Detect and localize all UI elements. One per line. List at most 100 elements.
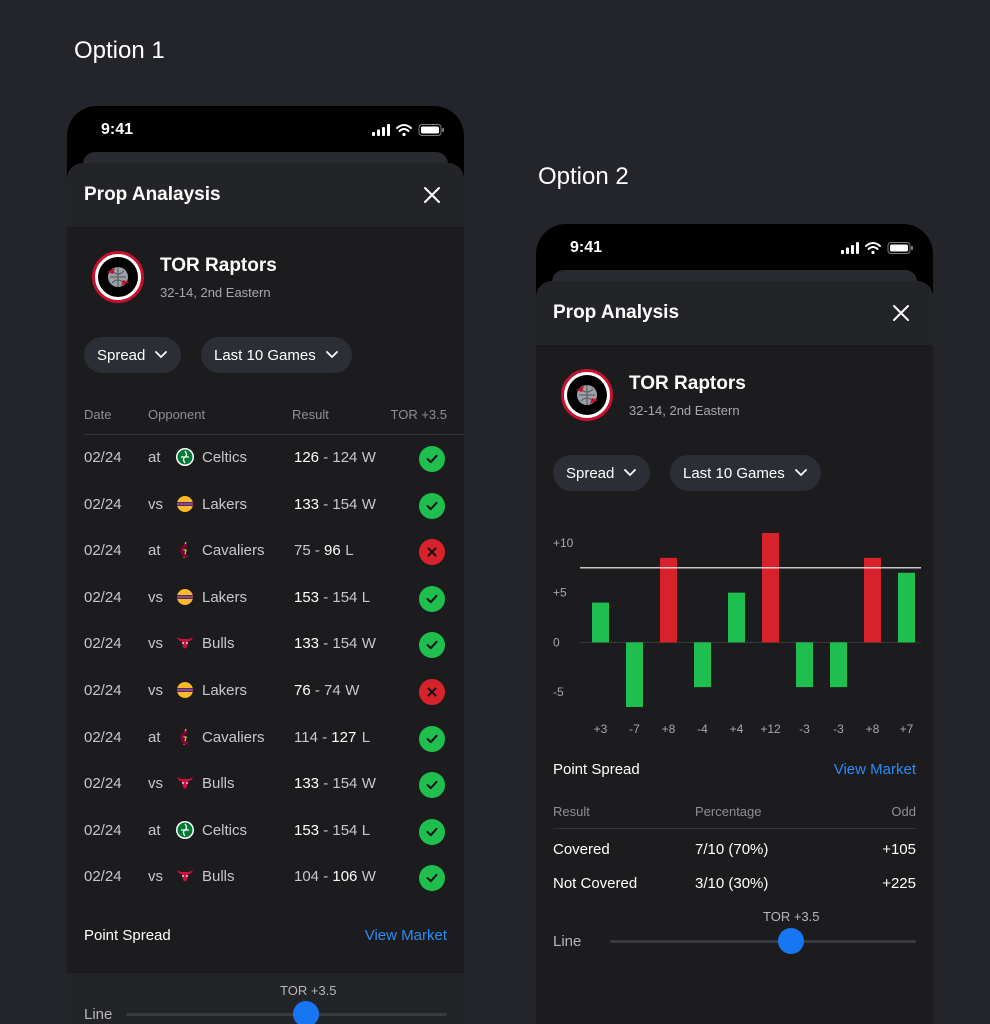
raptors-logo-icon (561, 369, 613, 421)
chart-bar (660, 557, 677, 643)
game-score: 75 - 96 (294, 542, 341, 560)
y-tick-label: -5 (553, 685, 564, 699)
market-dropdown[interactable]: Spread (553, 455, 651, 491)
game-result: L (361, 588, 371, 606)
prop-analysis-sheet: Prop Analysis TOR Raptors 32-14, 2nd Eas… (536, 281, 933, 1024)
score-team: 75 (294, 542, 311, 560)
game-result: L (345, 542, 354, 560)
game-score: 114 - 127 (294, 728, 357, 746)
market-dropdown[interactable]: Spread (84, 337, 182, 373)
results-list: Covered 7/10 (70%) +105 Not Covered 3/10 (30… (536, 829, 933, 901)
x-tick-label: -4 (697, 722, 708, 736)
score-opponent: 96 (324, 542, 341, 560)
game-score: 76 - 74 (294, 681, 341, 699)
result-percentage: 7/10 (70%) (695, 841, 769, 858)
opponent-name: Bulls (202, 775, 235, 793)
game-location: at (148, 542, 161, 560)
line-label: Line (553, 933, 582, 950)
game-location: at (148, 728, 161, 746)
option-2-title: Option 2 (538, 163, 629, 190)
opponent-name: Bulls (202, 868, 235, 886)
view-market-link[interactable]: View Market (364, 926, 447, 944)
score-team: 133 (294, 495, 320, 513)
bulls-logo-icon (175, 773, 195, 793)
game-score: 104 - 106 (294, 868, 358, 886)
score-opponent: 154 (332, 495, 358, 513)
chart-bar (728, 592, 745, 643)
score-team: 153 (294, 588, 320, 606)
header-odd: Odd (891, 804, 916, 819)
game-location: vs (148, 635, 163, 653)
not-covered-badge (419, 678, 445, 705)
table-row: 02/24 vs Lakers 153 - 154 L (67, 575, 464, 622)
line-slider-thumb[interactable] (292, 1000, 319, 1024)
option-1-title: Option 1 (74, 37, 165, 64)
bulls-logo-icon (175, 633, 195, 653)
table-row: 02/24 at Cavaliers 75 - 96 L (67, 528, 464, 575)
score-team: 104 (294, 868, 320, 886)
game-result: L (361, 821, 371, 839)
market-row: Point Spread View Market (67, 913, 464, 959)
game-score: 133 - 154 (294, 775, 358, 793)
line-slider-track[interactable] (610, 940, 916, 943)
range-dropdown[interactable]: Last 10 Games (670, 455, 821, 491)
close-button[interactable] (420, 183, 444, 207)
score-opponent: 106 (332, 868, 358, 886)
table-row: 02/24 vs Bulls 133 - 154 W (67, 621, 464, 668)
game-result: W (361, 449, 376, 466)
line-slider-track[interactable] (126, 1012, 447, 1016)
team-summary: TOR Raptors 32-14, 2nd Eastern (536, 351, 933, 447)
result-name: Not Covered (553, 875, 638, 892)
game-date: 02/24 (84, 681, 122, 699)
line-label: Line (84, 1005, 113, 1023)
status-bar: 9:41 (67, 106, 464, 156)
game-location: vs (148, 775, 163, 793)
opponent-name: Celtics (202, 821, 248, 839)
signal-icon (372, 124, 390, 136)
score-opponent: 124 (332, 449, 358, 466)
battery-icon (887, 242, 913, 254)
game-score: 153 - 154 (294, 588, 358, 606)
market-label: Point Spread (84, 926, 171, 944)
table-row: 02/24 at Celtics 126 - 124 W (67, 435, 464, 482)
check-icon (426, 501, 438, 510)
view-market-link[interactable]: View Market (833, 761, 916, 778)
covered-badge (419, 818, 445, 845)
opponent-name: Bulls (202, 635, 235, 653)
game-result: W (361, 495, 376, 513)
bulls-logo-icon (175, 866, 195, 886)
cavaliers-logo-icon (175, 727, 195, 747)
score-team: 133 (294, 775, 320, 793)
close-icon (424, 187, 440, 203)
result-row: Not Covered 3/10 (30%) +225 (553, 867, 916, 901)
check-icon (426, 827, 438, 836)
chevron-down-icon (325, 351, 338, 359)
x-tick-label: -7 (629, 722, 640, 736)
team-summary: TOR Raptors 32-14, 2nd Eastern (67, 233, 464, 329)
table-row: 02/24 at Celtics 153 - 154 L (67, 808, 464, 855)
range-dropdown[interactable]: Last 10 Games (201, 337, 352, 373)
line-slider-thumb[interactable] (777, 928, 804, 954)
chart-bar (626, 642, 643, 707)
lakers-logo-icon (175, 587, 195, 607)
check-icon (426, 780, 438, 790)
phone-option-1: 9:41 Prop Analaysis TOR Raptors (67, 106, 464, 1024)
check-icon (426, 641, 438, 650)
status-time: 9:41 (570, 239, 603, 256)
sheet-title: Prop Analaysis (84, 184, 221, 205)
filters: Spread Last 10 Games (536, 447, 933, 507)
header-line: TOR +3.5 (390, 407, 447, 422)
x-tick-label: +8 (866, 722, 880, 736)
y-tick-label: 0 (553, 635, 560, 649)
game-score: 133 - 154 (294, 495, 358, 513)
score-team: 114 (294, 728, 318, 746)
game-date: 02/24 (84, 542, 122, 560)
game-date: 02/24 (84, 868, 122, 886)
close-button[interactable] (889, 301, 913, 325)
x-tick-label: -3 (799, 722, 810, 736)
sheet-header: Prop Analysis (536, 281, 933, 345)
table-row: 02/24 vs Lakers 76 - 74 W (67, 668, 464, 715)
check-icon (426, 874, 438, 883)
lakers-logo-icon (175, 494, 195, 514)
header-result: Result (553, 804, 590, 819)
